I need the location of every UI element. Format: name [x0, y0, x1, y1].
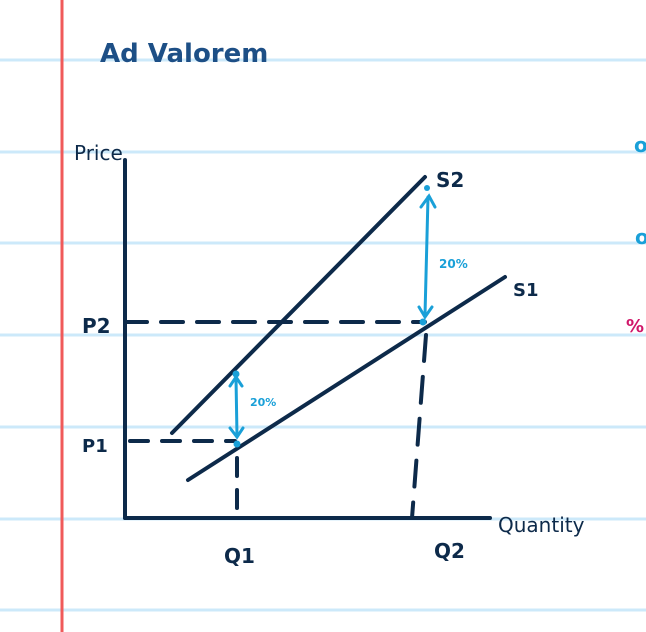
tax-label-left: 20%: [250, 396, 276, 409]
margin-fragment: o: [635, 225, 646, 249]
s2-point-q2: [424, 185, 430, 191]
supply-curve-s2: [170, 175, 427, 435]
s1-point-q2: [419, 318, 427, 326]
y-axis-label: Price: [74, 141, 123, 165]
q2-dashed-line: [410, 333, 428, 520]
q1-label: Q1: [224, 544, 255, 568]
s1-point-q1: [233, 440, 241, 448]
x-axis-label: Quantity: [498, 513, 585, 537]
tax-arrow-right: [417, 193, 437, 320]
tax-label-right: 20%: [439, 257, 468, 271]
supply-curve-s1: [186, 275, 507, 482]
q2-label: Q2: [434, 539, 465, 563]
p2-label: P2: [82, 314, 111, 338]
margin-fragment: %: [626, 316, 644, 337]
p1-label: P1: [82, 436, 108, 457]
s2-label: S2: [436, 168, 464, 192]
s1-label: S1: [513, 280, 539, 301]
title: Ad Valorem: [100, 39, 268, 69]
margin-fragment: o: [634, 133, 646, 157]
s2-point-q1: [232, 370, 240, 378]
